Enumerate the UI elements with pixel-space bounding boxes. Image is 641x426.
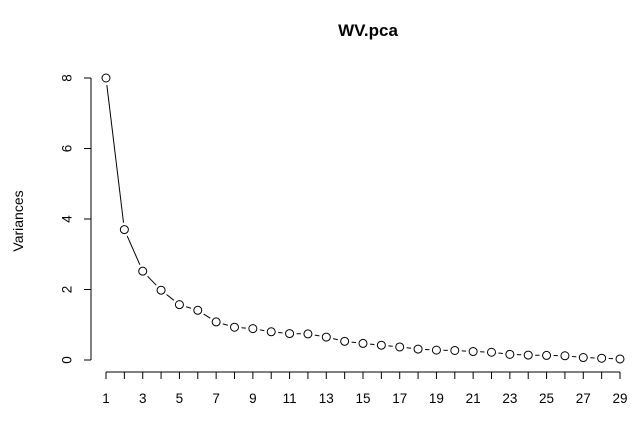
x-tick-label: 25 bbox=[539, 391, 554, 406]
x-tick-label: 13 bbox=[319, 391, 334, 406]
data-point bbox=[468, 347, 478, 357]
x-tick-label: 5 bbox=[176, 391, 184, 406]
series-segment bbox=[185, 306, 192, 309]
series-segment bbox=[498, 352, 503, 355]
y-tick-label: 4 bbox=[60, 215, 75, 223]
y-tick-label: 6 bbox=[60, 145, 75, 153]
data-point bbox=[193, 305, 203, 315]
data-point bbox=[156, 285, 166, 295]
x-tick-label: 15 bbox=[355, 391, 370, 406]
data-point bbox=[578, 353, 588, 363]
x-tick-label: 3 bbox=[139, 391, 147, 406]
data-point bbox=[285, 329, 295, 339]
chart-title: WV.pca bbox=[338, 21, 398, 40]
x-tick-label: 29 bbox=[612, 391, 627, 406]
y-tick-label: 0 bbox=[60, 356, 75, 364]
series-segment bbox=[314, 334, 320, 337]
data-point bbox=[523, 350, 533, 360]
data-point bbox=[303, 329, 313, 339]
x-tick-label: 9 bbox=[249, 391, 257, 406]
x-tick-label: 21 bbox=[466, 391, 481, 406]
series-segment bbox=[166, 294, 175, 301]
x-tick-label: 11 bbox=[283, 391, 297, 406]
data-point bbox=[230, 322, 239, 332]
data-point bbox=[395, 342, 405, 352]
data-point bbox=[542, 350, 552, 360]
data-point bbox=[211, 317, 221, 327]
y-axis-label: Variances bbox=[10, 190, 26, 251]
x-tick-label: 17 bbox=[392, 391, 407, 406]
series-segment bbox=[203, 313, 211, 319]
data-point bbox=[321, 332, 331, 342]
data-point bbox=[138, 266, 148, 276]
series-segment bbox=[126, 235, 141, 265]
series-segment bbox=[222, 323, 228, 326]
data-point bbox=[358, 338, 368, 348]
series-segment bbox=[351, 341, 357, 344]
data-point bbox=[450, 345, 460, 355]
data-point bbox=[431, 345, 441, 355]
data-point bbox=[101, 73, 111, 83]
data-point bbox=[487, 347, 496, 357]
series-segment bbox=[259, 329, 265, 332]
data-point bbox=[505, 349, 515, 359]
data-point bbox=[615, 354, 625, 364]
data-point bbox=[340, 336, 350, 346]
data-point bbox=[174, 300, 184, 310]
x-tick-label: 1 bbox=[102, 391, 110, 406]
data-point bbox=[119, 225, 129, 235]
x-tick-label: 19 bbox=[429, 391, 444, 406]
data-point bbox=[376, 340, 386, 350]
data-point bbox=[248, 324, 258, 334]
data-point bbox=[266, 327, 276, 337]
plot-area bbox=[101, 73, 625, 364]
x-tick-label: 23 bbox=[502, 391, 517, 406]
x-tick-label: 7 bbox=[212, 391, 220, 406]
data-point bbox=[413, 344, 423, 354]
series-segment bbox=[147, 275, 157, 286]
y-tick-label: 8 bbox=[60, 74, 75, 82]
x-tick-label: 27 bbox=[576, 391, 591, 406]
data-point bbox=[597, 353, 607, 363]
series-segment bbox=[106, 84, 125, 223]
series-segment bbox=[406, 347, 412, 349]
y-tick-label: 2 bbox=[60, 286, 75, 294]
series-segment bbox=[332, 338, 338, 341]
data-point bbox=[560, 351, 570, 361]
